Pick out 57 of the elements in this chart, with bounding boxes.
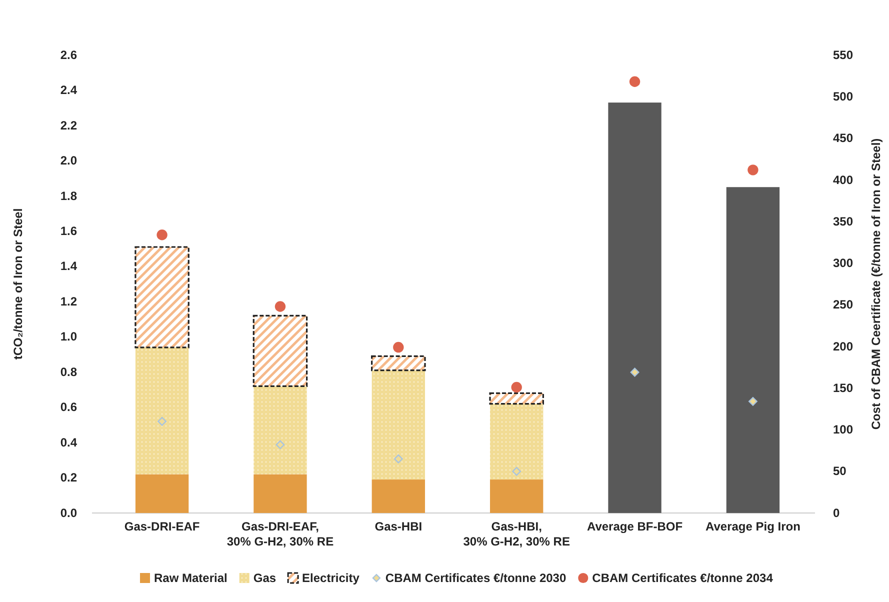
y2-tick-label: 50 — [833, 464, 847, 478]
y2-tick-label: 550 — [833, 48, 854, 62]
point — [630, 368, 640, 377]
legend-label: CBAM Certificates €/tonne 2030 — [385, 571, 566, 586]
y-tick-label: 2.0 — [60, 154, 78, 168]
x-tick-label: Gas-HBI, 30% G-H2, 30% RE — [463, 520, 570, 549]
x-tick-label: Gas-HBI — [374, 520, 422, 534]
bar — [490, 480, 544, 513]
bar — [135, 474, 189, 513]
y-tick-label: 1.2 — [60, 294, 78, 308]
y-tick-label: 0.0 — [60, 506, 78, 520]
y-tick-label: 0.8 — [60, 364, 78, 379]
y-tick-label: 1.8 — [60, 188, 78, 203]
y-tick-label: 2.2 — [60, 118, 78, 132]
y-tick-label: 0.4 — [60, 435, 78, 450]
y-tick-label: 1.6 — [60, 224, 78, 238]
y-tick-label: 2.6 — [60, 48, 78, 62]
y2-tick-label: 150 — [833, 380, 854, 395]
bar — [726, 187, 780, 513]
point — [394, 454, 403, 464]
point — [156, 230, 168, 240]
x-tick-label: Average BF-BOF — [586, 520, 683, 534]
y2-tick-label: 400 — [833, 172, 854, 187]
y2-tick-label: 100 — [833, 422, 854, 437]
legend-label: Raw Material — [154, 571, 228, 586]
legend-label: Electricity — [302, 571, 360, 586]
y-tick-label: 1.4 — [60, 259, 78, 274]
legend-label: CBAM Certificates €/tonne 2034 — [592, 571, 774, 586]
y2-axis-title: Cost of CBAM Ceertificate (€/tonne of Iron or Steel) — [869, 138, 883, 430]
y2-tick-label: 300 — [833, 256, 854, 270]
point — [629, 76, 640, 87]
y2-tick-label: 0 — [833, 506, 840, 520]
y-tick-label: 0.2 — [60, 470, 78, 485]
point — [276, 440, 285, 450]
point — [748, 396, 758, 406]
x-tick-label: Gas-DRI-EAF — [124, 520, 200, 534]
point — [274, 301, 286, 312]
legend-label: Gas — [253, 571, 276, 586]
x-tick-label: Gas-DRI-EAF, 30% G-H2, 30% RE — [226, 520, 334, 549]
bar — [254, 474, 307, 513]
bar — [608, 102, 662, 513]
point — [511, 382, 522, 393]
y-tick-label: 2.4 — [60, 83, 78, 98]
point — [158, 416, 167, 426]
y2-tick-label: 350 — [833, 214, 854, 228]
y2-tick-label: 500 — [833, 89, 854, 104]
point — [748, 164, 758, 176]
y2-tick-label: 200 — [833, 339, 854, 354]
y-tick-label: 1.0 — [60, 330, 78, 344]
y2-tick-label: 450 — [833, 131, 854, 146]
point — [512, 466, 522, 476]
point — [393, 342, 404, 353]
bar — [372, 480, 425, 513]
y-tick-label: 0.6 — [60, 400, 78, 414]
y-axis-title: tCO₂/tonne of Iron or Steel — [11, 208, 25, 360]
x-tick-label: Average Pig Iron — [705, 520, 800, 534]
y2-tick-label: 250 — [833, 298, 854, 312]
